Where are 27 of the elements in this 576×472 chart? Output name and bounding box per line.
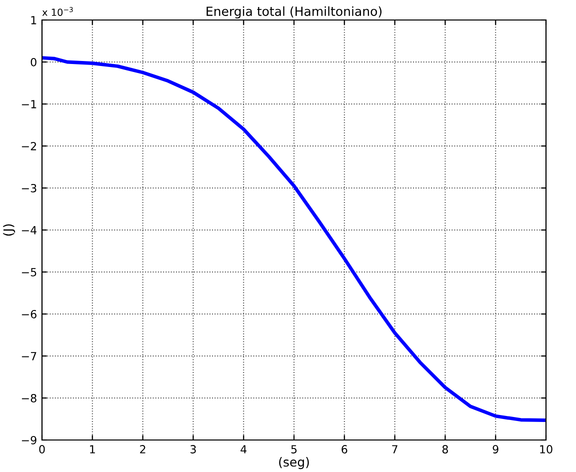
line-series [42,56,546,422]
y-tick-label: 1 [31,16,36,24]
y-axis-title: (J) [3,224,16,236]
x-tick-label: 6 [342,445,348,454]
x-tick-label: 9 [492,445,498,454]
y-tick-label: 0 [30,58,36,66]
text: x 10$^{−3}$ [42,7,73,16]
y-tick-label: −8 [22,394,36,402]
x-tick-label: 1 [90,445,95,454]
x-tick-label: 5 [291,445,297,454]
y-tick-label: −6 [22,310,36,318]
x-tick-label: 8 [442,445,448,454]
x-tick-label: 0 [39,445,45,454]
y-tick-label: −5 [22,268,36,276]
y-tick-label: −9 [22,436,36,444]
x-tick-label: 3 [190,445,196,454]
y-tick-label: −7 [22,352,36,360]
y-tick-label: −2 [22,142,36,150]
chart-title: Energia total (Hamiltoniano) [206,6,382,18]
x-axis-title: (seg) [279,457,309,470]
x-tick-label: 10 [540,445,552,454]
x-tick-label: 4 [240,445,247,454]
x-tick-label: 7 [392,445,398,454]
x-tick-label: 2 [140,445,146,454]
y-tick-label: −4 [22,226,37,234]
y-tick-label: −3 [22,184,36,192]
y-tick-label: −1 [22,100,36,108]
